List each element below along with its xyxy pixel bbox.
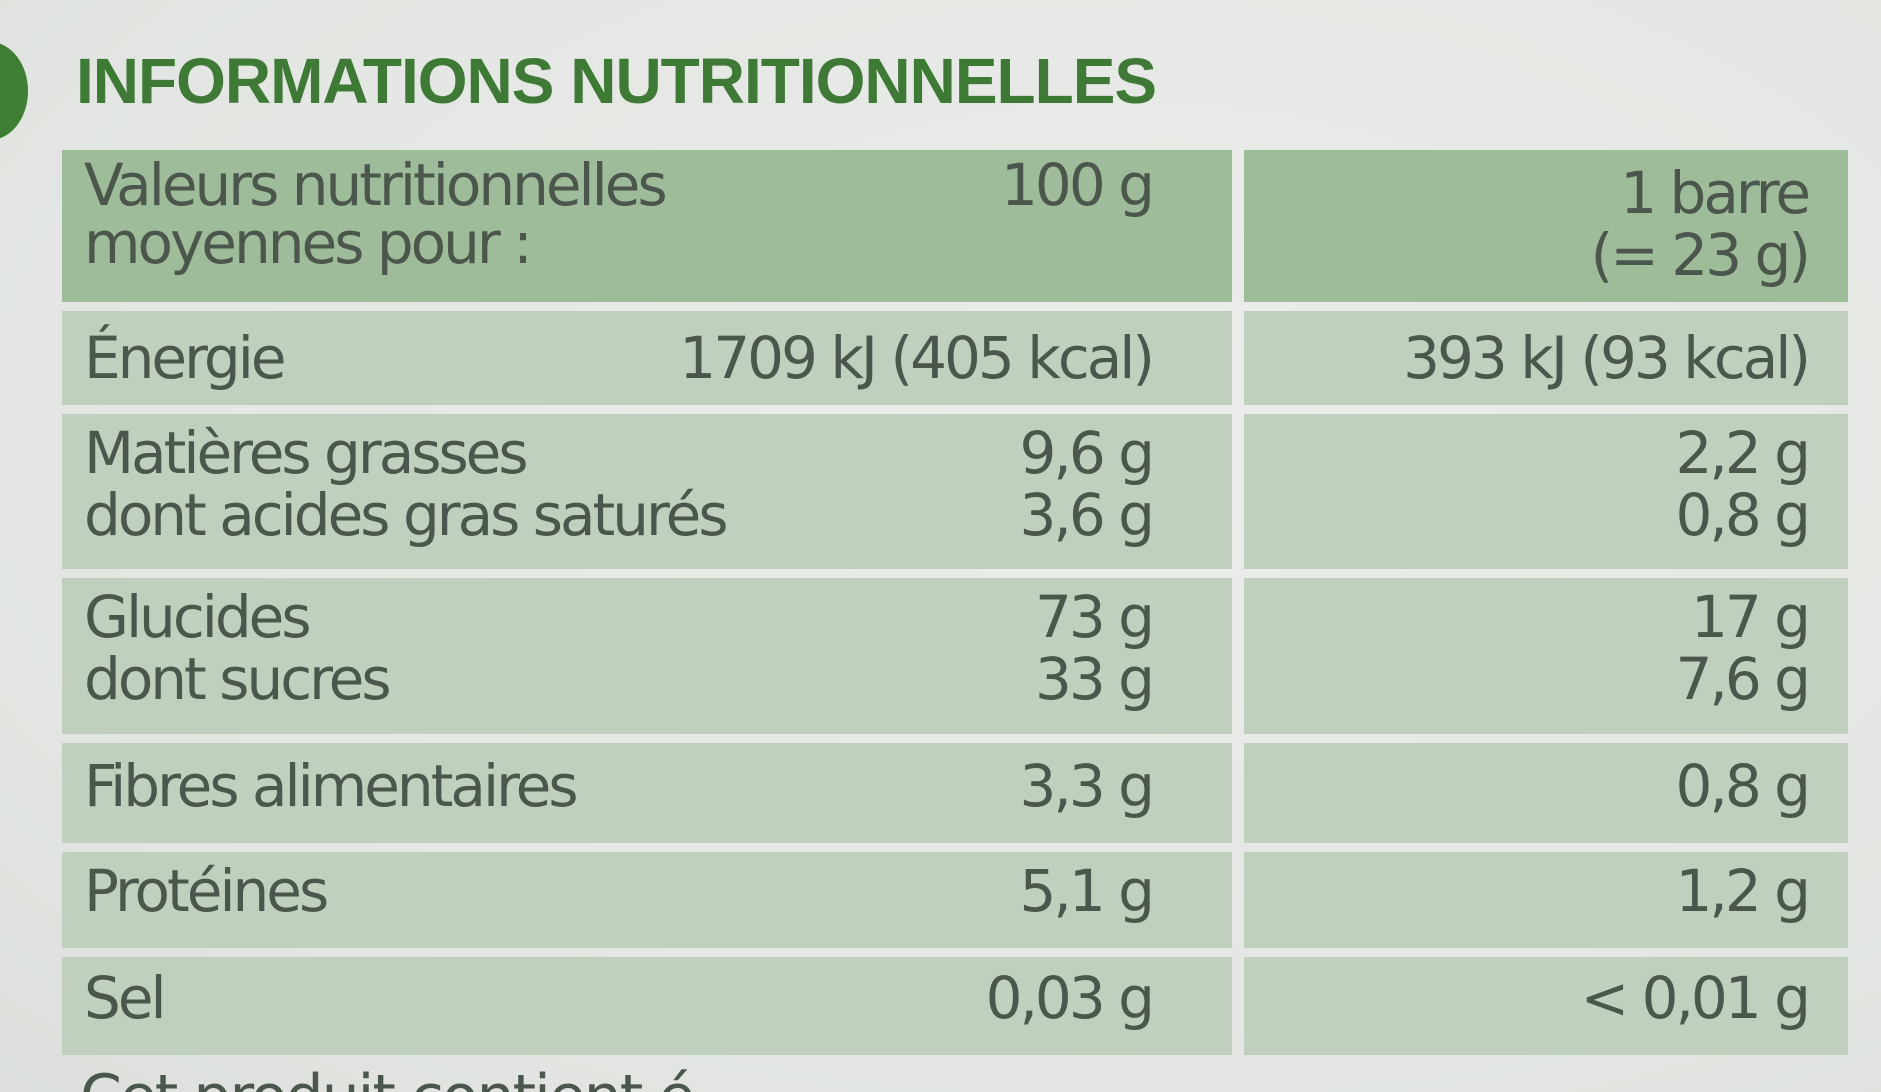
- table-row: Matières grasses 9,6 g dont acides gras sa…: [62, 414, 1848, 569]
- nutrient-value-per100g: 0,03 g: [985, 964, 1155, 1032]
- page-title: INFORMATIONS NUTRITIONNELLES: [76, 45, 1157, 117]
- nutrient-value-per100g: 73 g: [1034, 583, 1155, 651]
- header-left-cell: Valeurs nutritionnelles moyennes pour : …: [62, 150, 1232, 302]
- nutrient-label: dont acides gras saturés: [84, 481, 729, 549]
- row-right-cell: 2,2 g 0,8 g: [1244, 414, 1848, 569]
- table-row: Protéines 5,1 g 1,2 g: [62, 852, 1848, 948]
- nutrient-value-per-bar: 393 kJ (93 kcal): [1403, 324, 1811, 392]
- table-row: Glucides 73 g dont sucres 33 g 17 g 7,6 g: [62, 578, 1848, 734]
- table-row: Sel 0,03 g < 0,01 g: [62, 957, 1848, 1055]
- row-left-cell: Énergie 1709 kJ (405 kcal): [62, 311, 1232, 405]
- nutrient-value-per100g: 1709 kJ (405 kcal): [679, 324, 1155, 392]
- nutrient-label: Sel: [84, 964, 167, 1032]
- header-per100: 100 g: [1001, 151, 1155, 219]
- header-per-bar-line2: (= 23 g): [1590, 221, 1811, 289]
- header-label-line1: Valeurs nutritionnelles: [84, 151, 668, 219]
- nutrient-value-per-bar: 7,6 g: [1675, 645, 1811, 713]
- nutrient-label: dont sucres: [84, 645, 392, 713]
- nutrient-value-per100g: 33 g: [1034, 645, 1155, 713]
- nutrient-value-per-bar: 0,8 g: [1675, 481, 1811, 549]
- nutrient-value-per-bar: 0,8 g: [1675, 752, 1811, 820]
- nutrient-label: Protéines: [84, 857, 329, 925]
- nutrient-label: Matières grasses: [84, 419, 529, 487]
- header-right-cell: 1 barre (= 23 g): [1244, 150, 1848, 302]
- table-header-row: Valeurs nutritionnelles moyennes pour : …: [62, 150, 1848, 302]
- row-left-cell: Matières grasses 9,6 g dont acides gras sa…: [62, 414, 1232, 569]
- row-right-cell: 393 kJ (93 kcal): [1244, 311, 1848, 405]
- footer-partial-text: Cet produit contient é: [80, 1062, 695, 1092]
- header-per-bar-line1: 1 barre: [1620, 159, 1811, 227]
- row-right-cell: 17 g 7,6 g: [1244, 578, 1848, 734]
- nutrient-value-per-bar: 1,2 g: [1675, 857, 1811, 925]
- table-row: Fibres alimentaires 3,3 g 0,8 g: [62, 743, 1848, 843]
- green-badge-shape: [0, 42, 28, 140]
- header-label-line2: moyennes pour :: [84, 209, 533, 277]
- nutrient-value-per-bar: < 0,01 g: [1580, 964, 1811, 1032]
- nutrient-label: Énergie: [84, 324, 287, 392]
- nutrient-label: Glucides: [84, 583, 312, 651]
- row-left-cell: Glucides 73 g dont sucres 33 g: [62, 578, 1232, 734]
- table-row: Énergie 1709 kJ (405 kcal) 393 kJ (93 kcal…: [62, 311, 1848, 405]
- nutrient-value-per100g: 9,6 g: [1019, 419, 1155, 487]
- nutrient-value-per-bar: 2,2 g: [1675, 419, 1811, 487]
- row-right-cell: 1,2 g: [1244, 852, 1848, 948]
- nutrient-label: Fibres alimentaires: [84, 752, 579, 820]
- nutrition-table: Valeurs nutritionnelles moyennes pour : …: [62, 150, 1848, 1064]
- row-right-cell: < 0,01 g: [1244, 957, 1848, 1055]
- nutrient-value-per-bar: 17 g: [1690, 583, 1811, 651]
- row-right-cell: 0,8 g: [1244, 743, 1848, 843]
- nutrient-value-per100g: 3,6 g: [1019, 481, 1155, 549]
- row-left-cell: Fibres alimentaires 3,3 g: [62, 743, 1232, 843]
- nutrient-value-per100g: 5,1 g: [1019, 857, 1155, 925]
- row-left-cell: Sel 0,03 g: [62, 957, 1232, 1055]
- row-left-cell: Protéines 5,1 g: [62, 852, 1232, 948]
- nutrient-value-per100g: 3,3 g: [1019, 752, 1155, 820]
